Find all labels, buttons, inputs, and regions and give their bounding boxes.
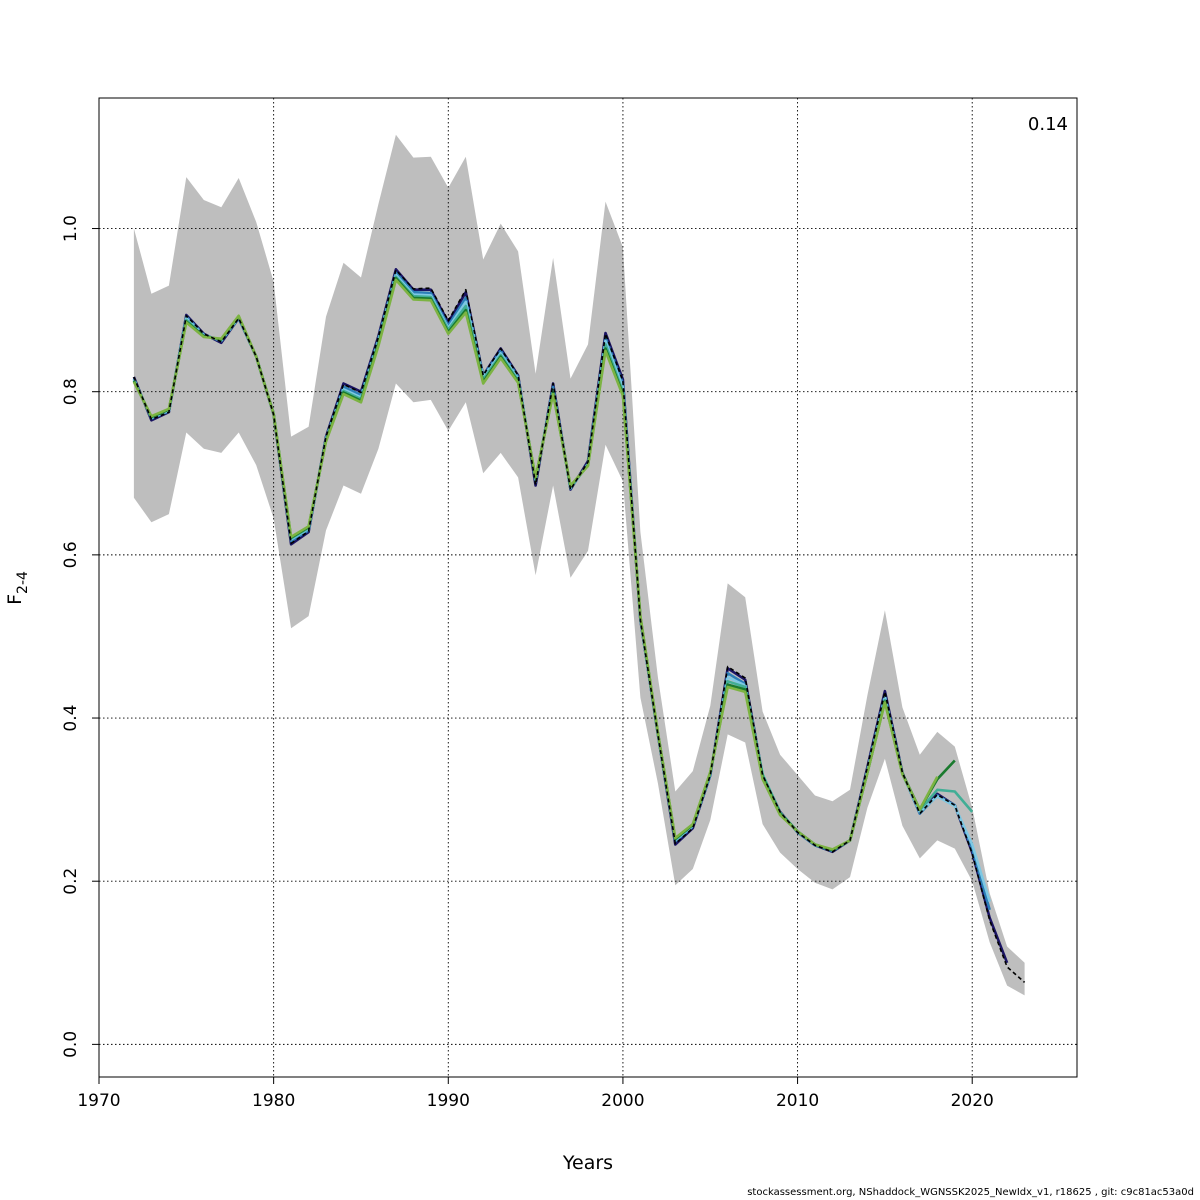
y-axis-title-sub: 2-4 xyxy=(15,571,31,594)
y-tick-label-0: 0.0 xyxy=(61,1031,81,1058)
footer-caption: stockassessment.org, NShaddock_WGNSSK202… xyxy=(747,1187,1194,1198)
plot-frame xyxy=(98,97,1078,1078)
reference-dashed-line xyxy=(133,269,1026,983)
annotation-label: 0.14 xyxy=(1028,114,1068,135)
x-tick-label-1990: 1990 xyxy=(427,1091,470,1111)
x-tick-label-2020: 2020 xyxy=(951,1091,994,1111)
y-tick-label-0.6: 0.6 xyxy=(61,541,81,568)
plot-area: 1970 1980 1990 2000 2010 2020 0.0 0.2 0.4 0.6 0.8 1… xyxy=(61,97,1078,1111)
y-axis-title: F2-4 xyxy=(4,571,31,605)
x-tick-label-2010: 2010 xyxy=(776,1091,819,1111)
x-tick-label-1970: 1970 xyxy=(77,1091,120,1111)
x-tick-label-1980: 1980 xyxy=(252,1091,295,1111)
y-tick-label-0.2: 0.2 xyxy=(61,868,81,895)
x-axis-title: Years xyxy=(562,1152,613,1174)
y-tick-label-0.8: 0.8 xyxy=(61,378,81,405)
y-axis-title-main: F xyxy=(4,594,26,605)
y-tick-label-0.4: 0.4 xyxy=(61,705,81,732)
x-tick-label-2000: 2000 xyxy=(601,1091,644,1111)
y-tick-label-1: 1.0 xyxy=(61,215,81,242)
confidence-band xyxy=(133,134,1025,996)
